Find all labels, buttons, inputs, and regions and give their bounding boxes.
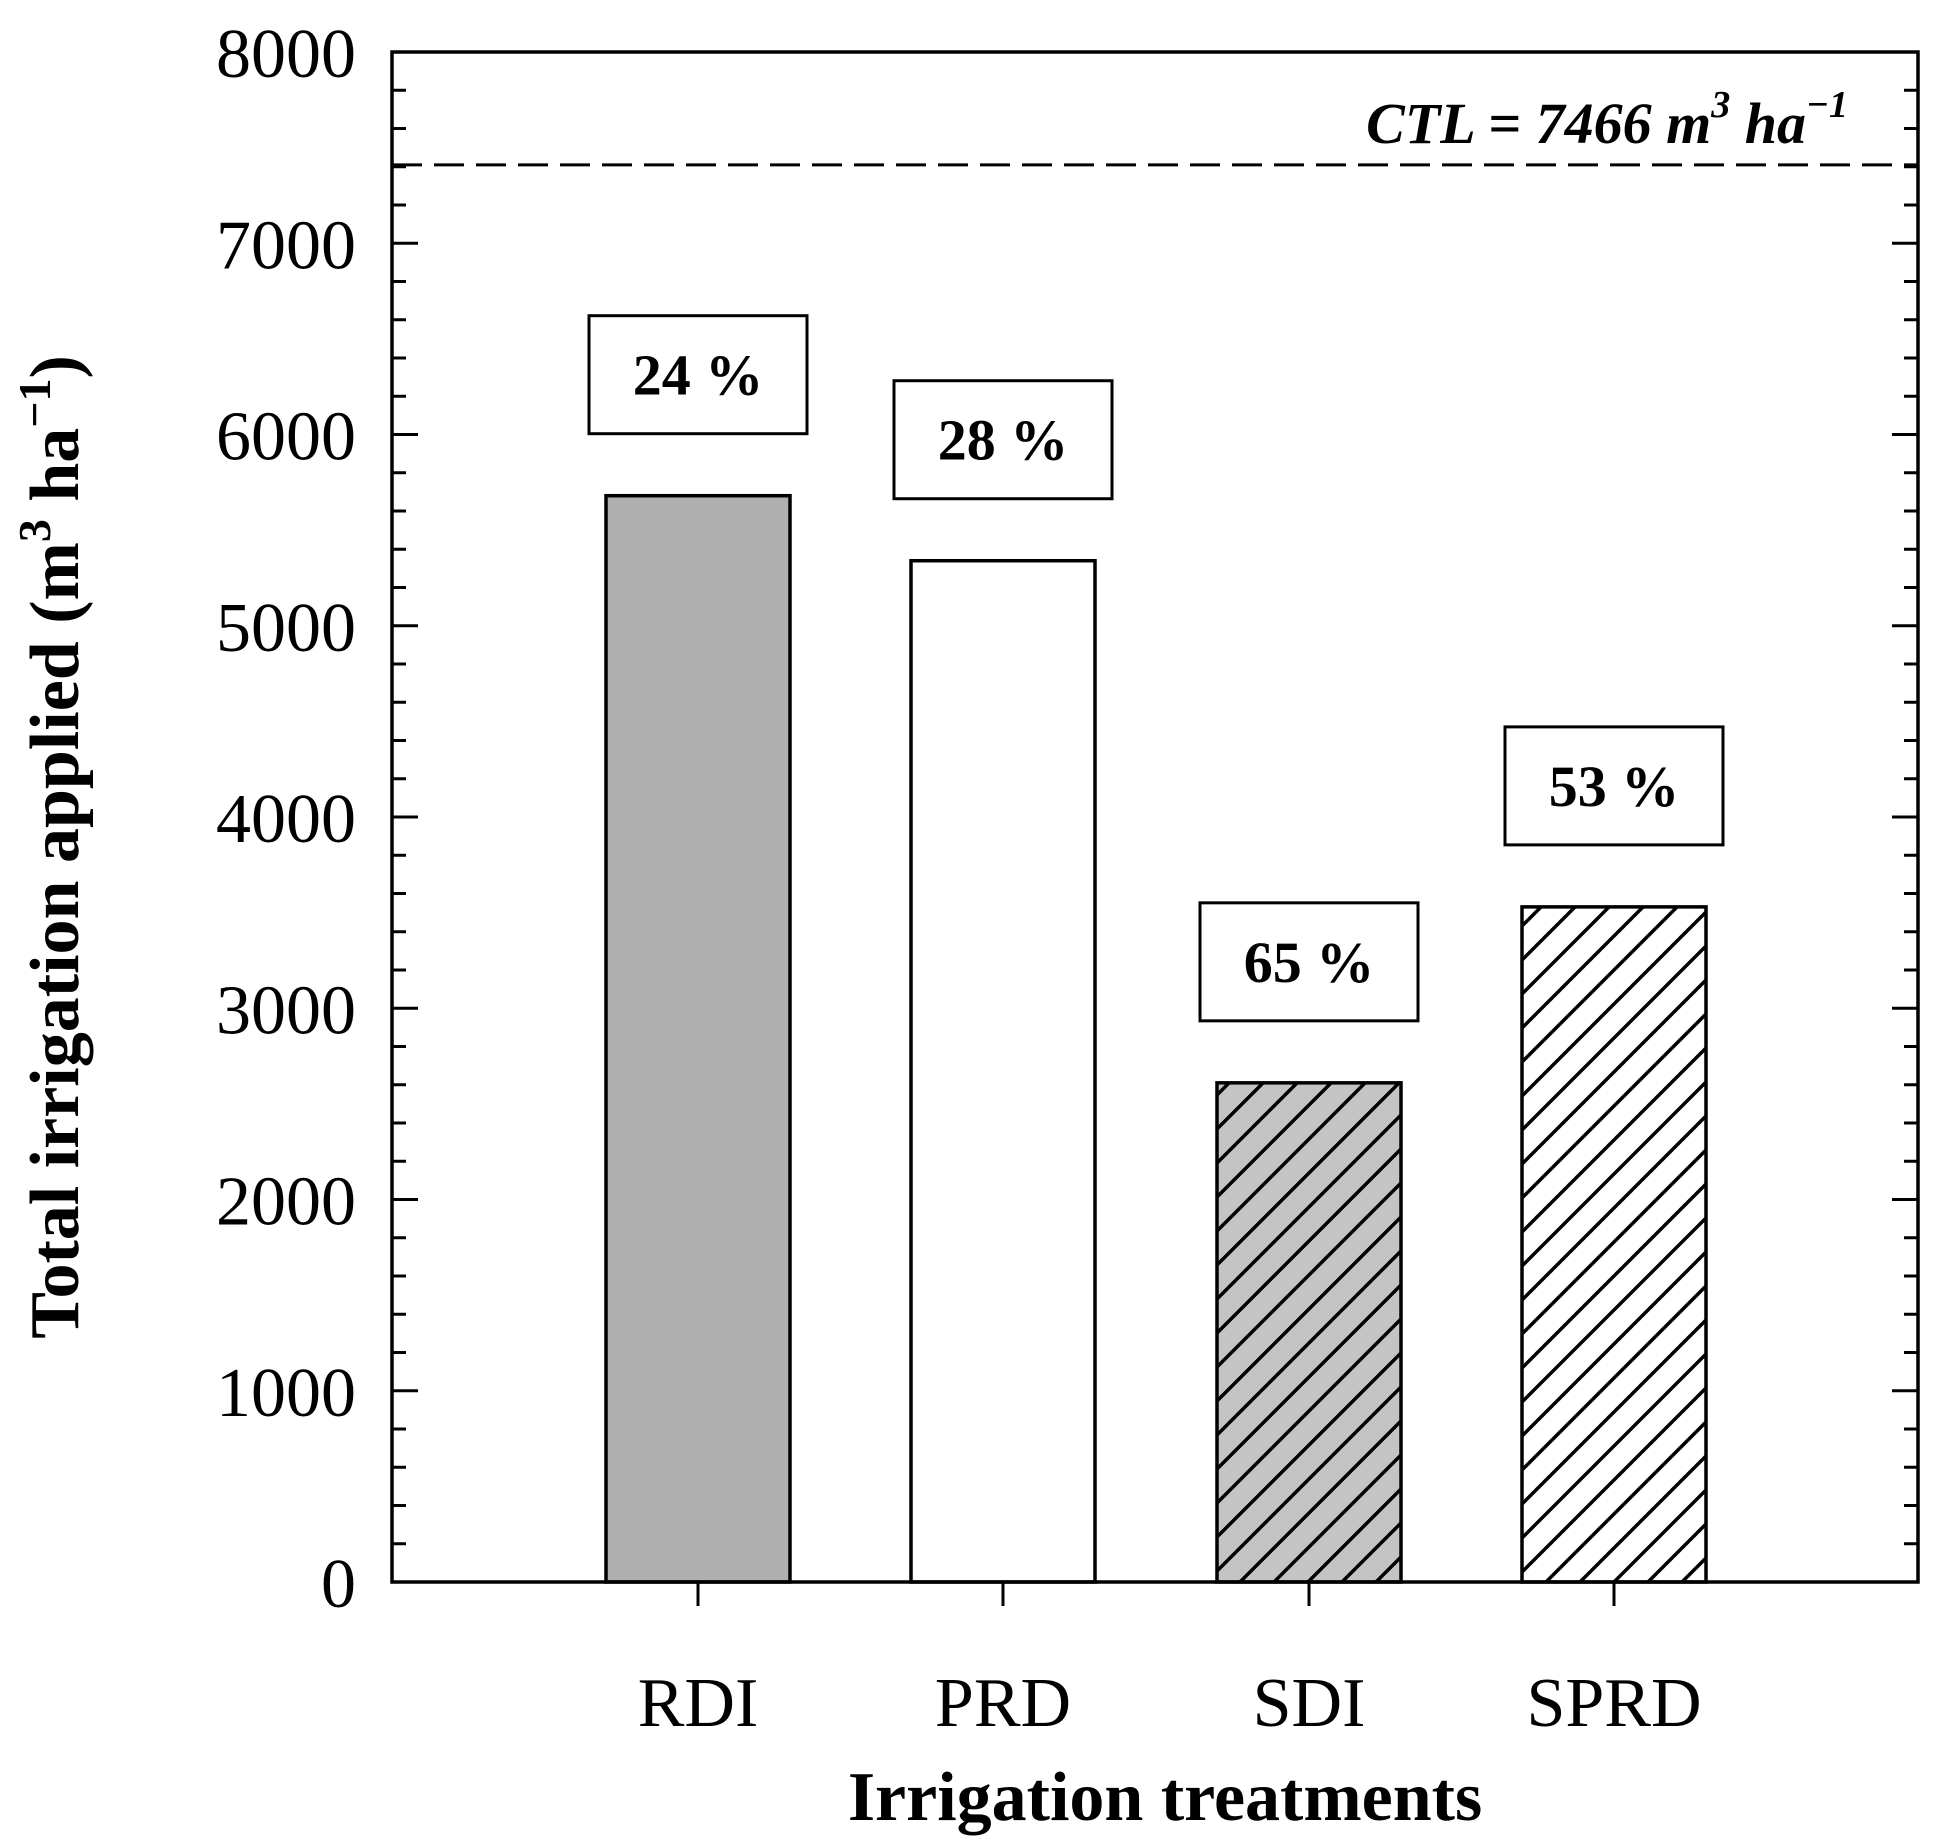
y-tick-label: 3000 [216,972,356,1049]
savings-box [1198,901,1420,1023]
savings-box [892,379,1114,501]
savings-label: 65 % [1244,930,1375,995]
y-axis-ticks: 0 1000 2000 3000 4000 5000 6000 7000 8000 [216,16,1918,1623]
y-axis-title: Total irrigation applied (m3 ha−1) [9,355,94,1339]
y-tick-label: 5000 [216,590,356,667]
y-tick-label: 7000 [216,207,356,284]
savings-box [587,314,809,436]
bar-hatch-sprd [1522,906,1706,1582]
y-tick-label: 1000 [216,1355,356,1432]
plot-area-frame [390,50,1920,1584]
x-axis-title: Irrigation treatments [848,1759,1482,1836]
bar-hatch-sdi [1217,1082,1401,1582]
x-tick-label: RDI [638,1665,759,1742]
savings-label: 53 % [1549,754,1680,819]
bar-rdi [606,495,790,1583]
y-tick-label: 2000 [216,1164,356,1241]
savings-box [1503,725,1725,847]
bar-prd [911,560,1095,1582]
ctl-reference-label: CTL = 7466 m3 ha−1 [1366,84,1848,156]
savings-label: 24 % [633,343,764,408]
savings-label: 28 % [938,408,1069,473]
x-axis-ticks [696,1582,1616,1606]
y-tick-label: 6000 [216,399,356,476]
bars-layer [604,493,1708,1584]
y-tick-label: 8000 [216,16,356,93]
y-tick-label: 4000 [216,781,356,858]
savings-labels: 24 % 28 % 65 % 53 % [587,314,1725,1023]
x-tick-labels: RDI PRD SDI SPRD [638,1665,1702,1742]
x-tick-label: SDI [1253,1665,1366,1742]
x-tick-label: SPRD [1526,1665,1701,1742]
y-tick-label: 0 [321,1546,356,1623]
x-tick-label: PRD [935,1665,1071,1742]
